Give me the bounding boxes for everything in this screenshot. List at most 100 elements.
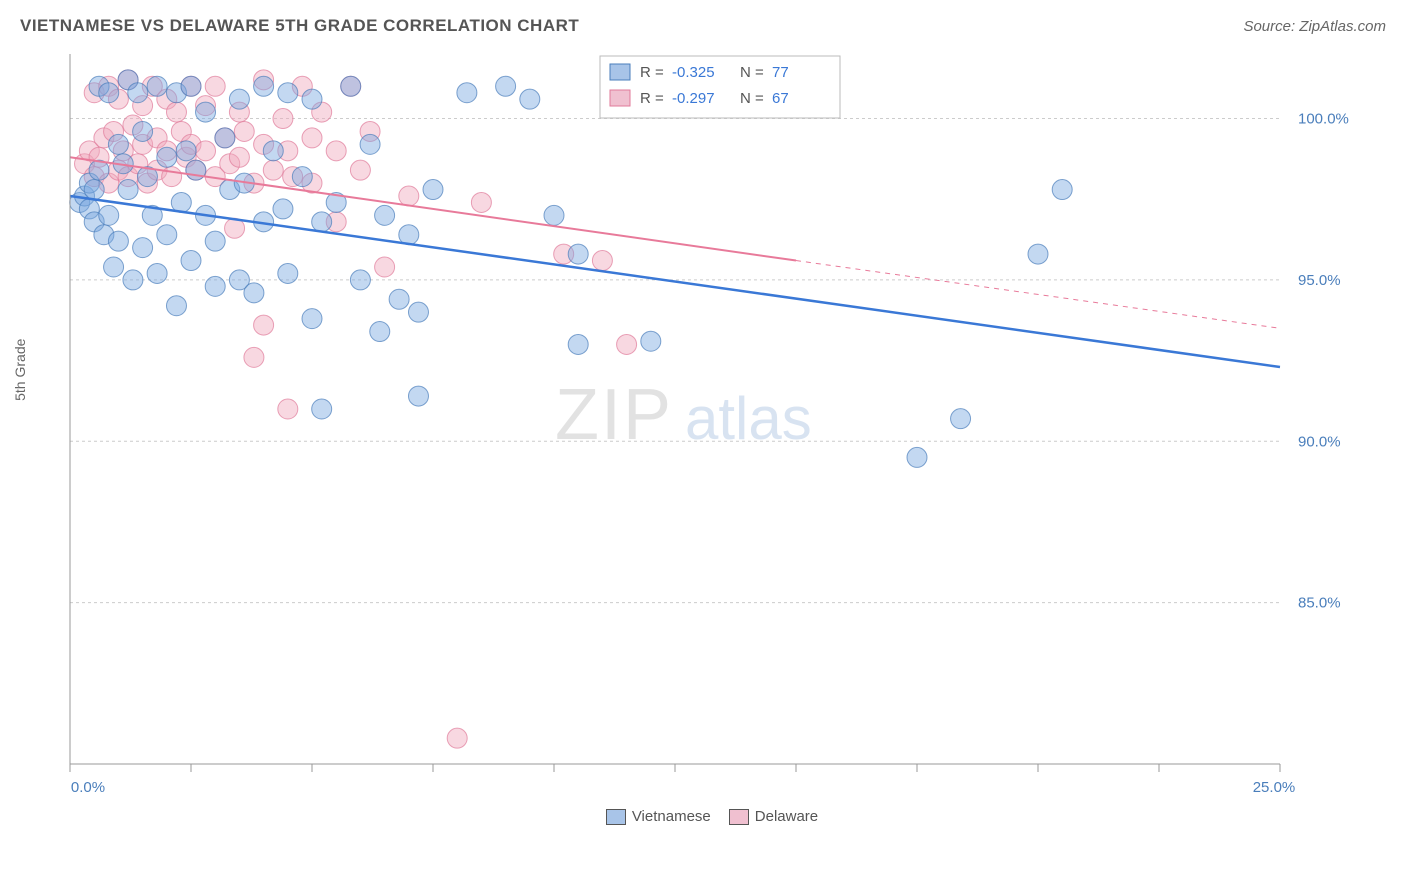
data-point: [166, 102, 186, 122]
x-tick-label: 25.0%: [1253, 779, 1296, 796]
data-point: [1052, 180, 1072, 200]
legend-r-value: -0.297: [672, 90, 715, 107]
legend-r-label: R =: [640, 64, 664, 81]
legend-swatch: [610, 64, 630, 80]
legend-swatch: [610, 90, 630, 106]
data-point: [205, 231, 225, 251]
data-point: [229, 89, 249, 109]
data-point: [171, 192, 191, 212]
data-point: [278, 83, 298, 103]
legend-n-label: N =: [740, 90, 764, 107]
data-point: [907, 447, 927, 467]
watermark: ZIP: [555, 375, 673, 455]
data-point: [1028, 244, 1048, 264]
data-point: [186, 160, 206, 180]
data-point: [457, 83, 477, 103]
data-point: [263, 160, 283, 180]
data-point: [312, 399, 332, 419]
data-point: [244, 347, 264, 367]
data-point: [375, 205, 395, 225]
data-point: [118, 180, 138, 200]
data-point: [176, 141, 196, 161]
data-point: [104, 257, 124, 277]
data-point: [341, 76, 361, 96]
data-point: [84, 180, 104, 200]
legend-n-label: N =: [740, 64, 764, 81]
data-point: [133, 121, 153, 141]
chart-title: VIETNAMESE VS DELAWARE 5TH GRADE CORRELA…: [20, 16, 579, 36]
y-tick-label: 90.0%: [1298, 433, 1341, 450]
data-point: [157, 147, 177, 167]
data-point: [312, 212, 332, 232]
data-point: [292, 167, 312, 187]
data-point: [215, 128, 235, 148]
y-tick-label: 95.0%: [1298, 272, 1341, 289]
data-point: [399, 186, 419, 206]
data-point: [326, 141, 346, 161]
data-point: [205, 76, 225, 96]
legend-r-value: -0.325: [672, 64, 715, 81]
legend-label: Vietnamese: [632, 808, 711, 825]
data-point: [244, 283, 264, 303]
data-point: [471, 192, 491, 212]
data-point: [447, 728, 467, 748]
data-point: [360, 134, 380, 154]
data-point: [196, 141, 216, 161]
data-point: [544, 205, 564, 225]
data-point: [99, 205, 119, 225]
trend-line-vietnamese: [70, 196, 1280, 367]
trend-line-delaware-extrapolated: [796, 261, 1280, 329]
x-tick-label: 0.0%: [71, 779, 105, 796]
data-point: [951, 409, 971, 429]
data-point: [254, 315, 274, 335]
data-point: [302, 89, 322, 109]
y-axis-label: 5th Grade: [12, 339, 28, 401]
data-point: [617, 334, 637, 354]
correlation-scatter-chart: 85.0% 90.0% 95.0% 100.0% ZIPatlas 0.0% 25.0% R …: [60, 44, 1360, 804]
y-tick-label: 100.0%: [1298, 111, 1349, 128]
data-point: [133, 238, 153, 258]
data-point: [641, 331, 661, 351]
data-point: [350, 270, 370, 290]
data-point: [568, 244, 588, 264]
data-point: [273, 109, 293, 129]
data-point: [278, 399, 298, 419]
data-point: [370, 322, 390, 342]
legend-label: Delaware: [755, 808, 818, 825]
watermark: atlas: [685, 385, 812, 452]
data-point: [108, 231, 128, 251]
data-point: [205, 276, 225, 296]
data-point: [496, 76, 516, 96]
data-point: [350, 160, 370, 180]
legend-swatch: [729, 809, 749, 825]
data-point: [254, 76, 274, 96]
data-point: [263, 141, 283, 161]
data-point: [229, 147, 249, 167]
data-point: [408, 302, 428, 322]
data-point: [181, 251, 201, 271]
legend-swatch: [606, 809, 626, 825]
data-point: [423, 180, 443, 200]
data-point: [375, 257, 395, 277]
data-point: [162, 167, 182, 187]
legend-bottom: Vietnamese Delaware: [0, 804, 1406, 825]
data-point: [520, 89, 540, 109]
data-point: [234, 121, 254, 141]
data-point: [278, 263, 298, 283]
data-point: [108, 134, 128, 154]
data-point: [128, 83, 148, 103]
data-point: [196, 102, 216, 122]
data-point: [389, 289, 409, 309]
legend-n-value: 77: [772, 64, 789, 81]
legend-n-value: 67: [772, 90, 789, 107]
data-point: [568, 334, 588, 354]
data-point: [157, 225, 177, 245]
y-tick-label: 85.0%: [1298, 595, 1341, 612]
data-point: [181, 76, 201, 96]
data-point: [408, 386, 428, 406]
stats-legend: [600, 56, 840, 118]
data-point: [123, 270, 143, 290]
data-point: [302, 309, 322, 329]
data-point: [302, 128, 322, 148]
data-point: [592, 251, 612, 271]
